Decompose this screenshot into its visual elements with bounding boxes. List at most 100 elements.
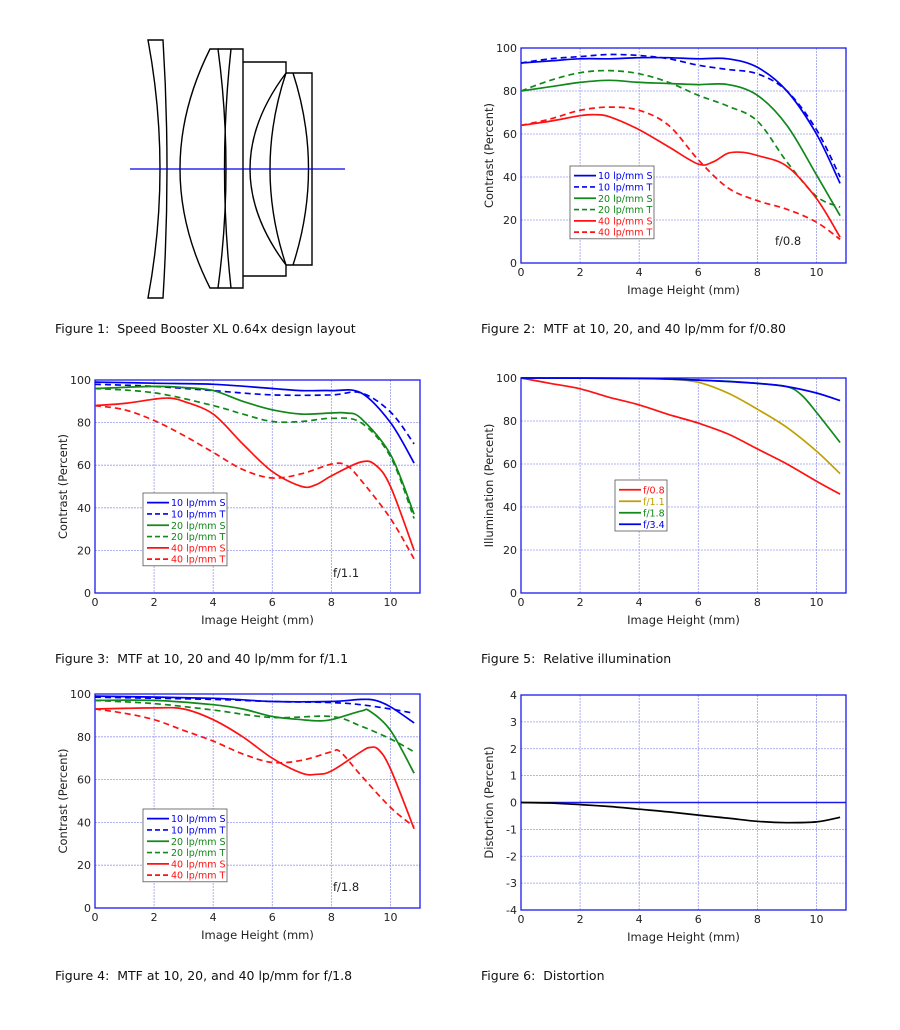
y-tick-label: 20	[503, 544, 517, 557]
figure-3-caption: Figure 3: MTF at 10, 20 and 40 lp/mm for…	[55, 651, 349, 666]
x-tick-label: 10	[809, 596, 823, 609]
x-tick-label: 10	[809, 913, 823, 926]
x-tick-label: 4	[210, 911, 217, 924]
lens-element-4	[243, 61, 287, 277]
legend-label: 40 lp/mm T	[171, 871, 226, 882]
legend-label: 10 lp/mm S	[171, 498, 226, 509]
legend-label: 20 lp/mm T	[171, 848, 226, 859]
legend-label: 20 lp/mm S	[598, 194, 653, 205]
legend-label: 20 lp/mm T	[171, 532, 226, 543]
x-tick-label: 10	[809, 266, 823, 279]
lens-element-2	[179, 48, 227, 289]
x-tick-label: 8	[754, 266, 761, 279]
y-tick-label: 60	[77, 459, 91, 472]
series-line-10-lp-mm-s	[520, 56, 841, 184]
y-tick-label: 20	[77, 859, 91, 872]
series-line-20-lp-mm-s	[94, 699, 415, 774]
series-line-10-lp-mm-t	[520, 53, 841, 178]
y-tick-label: -4	[506, 904, 517, 917]
y-tick-label: 2	[510, 743, 517, 756]
y-tick-label: 60	[503, 128, 517, 141]
x-tick-label: 0	[518, 596, 525, 609]
series-line-f-0-8	[520, 377, 841, 495]
plot-frame	[94, 379, 421, 594]
series-line-distortion	[520, 801, 841, 824]
y-tick-label: -2	[506, 850, 517, 863]
x-axis-label: Image Height (mm)	[201, 928, 314, 942]
y-tick-label: -3	[506, 877, 517, 890]
y-tick-label: 40	[77, 502, 91, 515]
legend-label: 20 lp/mm T	[598, 205, 653, 216]
x-axis-label: Image Height (mm)	[627, 930, 740, 944]
y-tick-label: 1	[510, 770, 517, 783]
lens-element-1	[147, 39, 168, 299]
legend-label: f/1.8	[643, 508, 665, 519]
x-tick-label: 6	[695, 596, 702, 609]
figure-6-caption: Figure 6: Distortion	[481, 968, 605, 983]
legend-label: 40 lp/mm S	[171, 859, 226, 870]
legend-label: 10 lp/mm T	[171, 825, 226, 836]
legend-label: 20 lp/mm S	[171, 837, 226, 848]
x-tick-label: 4	[636, 913, 643, 926]
series-line-f-3-4	[520, 377, 841, 402]
legend-label: 10 lp/mm S	[171, 814, 226, 825]
y-tick-label: 100	[70, 374, 91, 387]
series-line-20-lp-mm-t	[94, 699, 415, 753]
x-tick-label: 2	[577, 266, 584, 279]
x-axis-label: Image Height (mm)	[201, 613, 314, 627]
x-tick-label: 2	[151, 911, 158, 924]
x-tick-label: 2	[577, 913, 584, 926]
y-tick-label: 80	[503, 415, 517, 428]
y-tick-label: 0	[510, 797, 517, 810]
x-axis-label: Image Height (mm)	[627, 283, 740, 297]
y-axis-label: Illumination (Percent)	[482, 424, 496, 548]
series-line-40-lp-mm-s	[94, 397, 415, 551]
x-tick-label: 4	[636, 596, 643, 609]
figure-1-caption: Figure 1: Speed Booster XL 0.64x design …	[55, 321, 356, 336]
series-line-20-lp-mm-t	[94, 387, 415, 519]
series-line-40-lp-mm-t	[520, 106, 841, 240]
y-tick-label: 100	[496, 372, 517, 385]
x-tick-label: 8	[328, 911, 335, 924]
legend-label: 40 lp/mm S	[171, 543, 226, 554]
y-tick-label: 40	[503, 171, 517, 184]
legend-box	[142, 808, 228, 883]
aperture-annotation: f/1.1	[333, 566, 359, 580]
x-tick-label: 0	[92, 596, 99, 609]
x-tick-label: 0	[92, 911, 99, 924]
y-axis-label: Contrast (Percent)	[482, 103, 496, 208]
x-tick-label: 8	[754, 596, 761, 609]
legend-label: f/1.1	[643, 497, 665, 508]
figure-5-caption: Figure 5: Relative illumination	[481, 651, 672, 666]
legend-label: f/0.8	[643, 485, 665, 496]
y-axis-label: Distortion (Percent)	[482, 746, 496, 858]
aperture-annotation: f/0.8	[775, 234, 801, 248]
x-tick-label: 8	[328, 596, 335, 609]
x-tick-label: 6	[269, 596, 276, 609]
series-line-10-lp-mm-s	[94, 695, 415, 724]
x-tick-label: 6	[695, 913, 702, 926]
y-tick-label: 0	[84, 587, 91, 600]
y-tick-label: 20	[503, 214, 517, 227]
y-tick-label: 3	[510, 716, 517, 729]
series-line-40-lp-mm-s	[520, 113, 841, 238]
series-line-10-lp-mm-t	[94, 696, 415, 715]
y-tick-label: 40	[77, 816, 91, 829]
series-line-20-lp-mm-s	[520, 79, 841, 217]
y-axis-label: Contrast (Percent)	[56, 748, 70, 853]
series-line-40-lp-mm-t	[94, 708, 415, 828]
x-tick-label: 0	[518, 913, 525, 926]
y-axis-label: Contrast (Percent)	[56, 434, 70, 539]
legend-label: 40 lp/mm S	[598, 216, 653, 227]
x-tick-label: 6	[695, 266, 702, 279]
x-tick-label: 6	[269, 911, 276, 924]
legend-box	[142, 492, 228, 567]
y-tick-label: 100	[70, 688, 91, 701]
plot-frame	[520, 377, 847, 594]
legend-label: 20 lp/mm S	[171, 521, 226, 532]
plot-frame	[520, 47, 847, 264]
